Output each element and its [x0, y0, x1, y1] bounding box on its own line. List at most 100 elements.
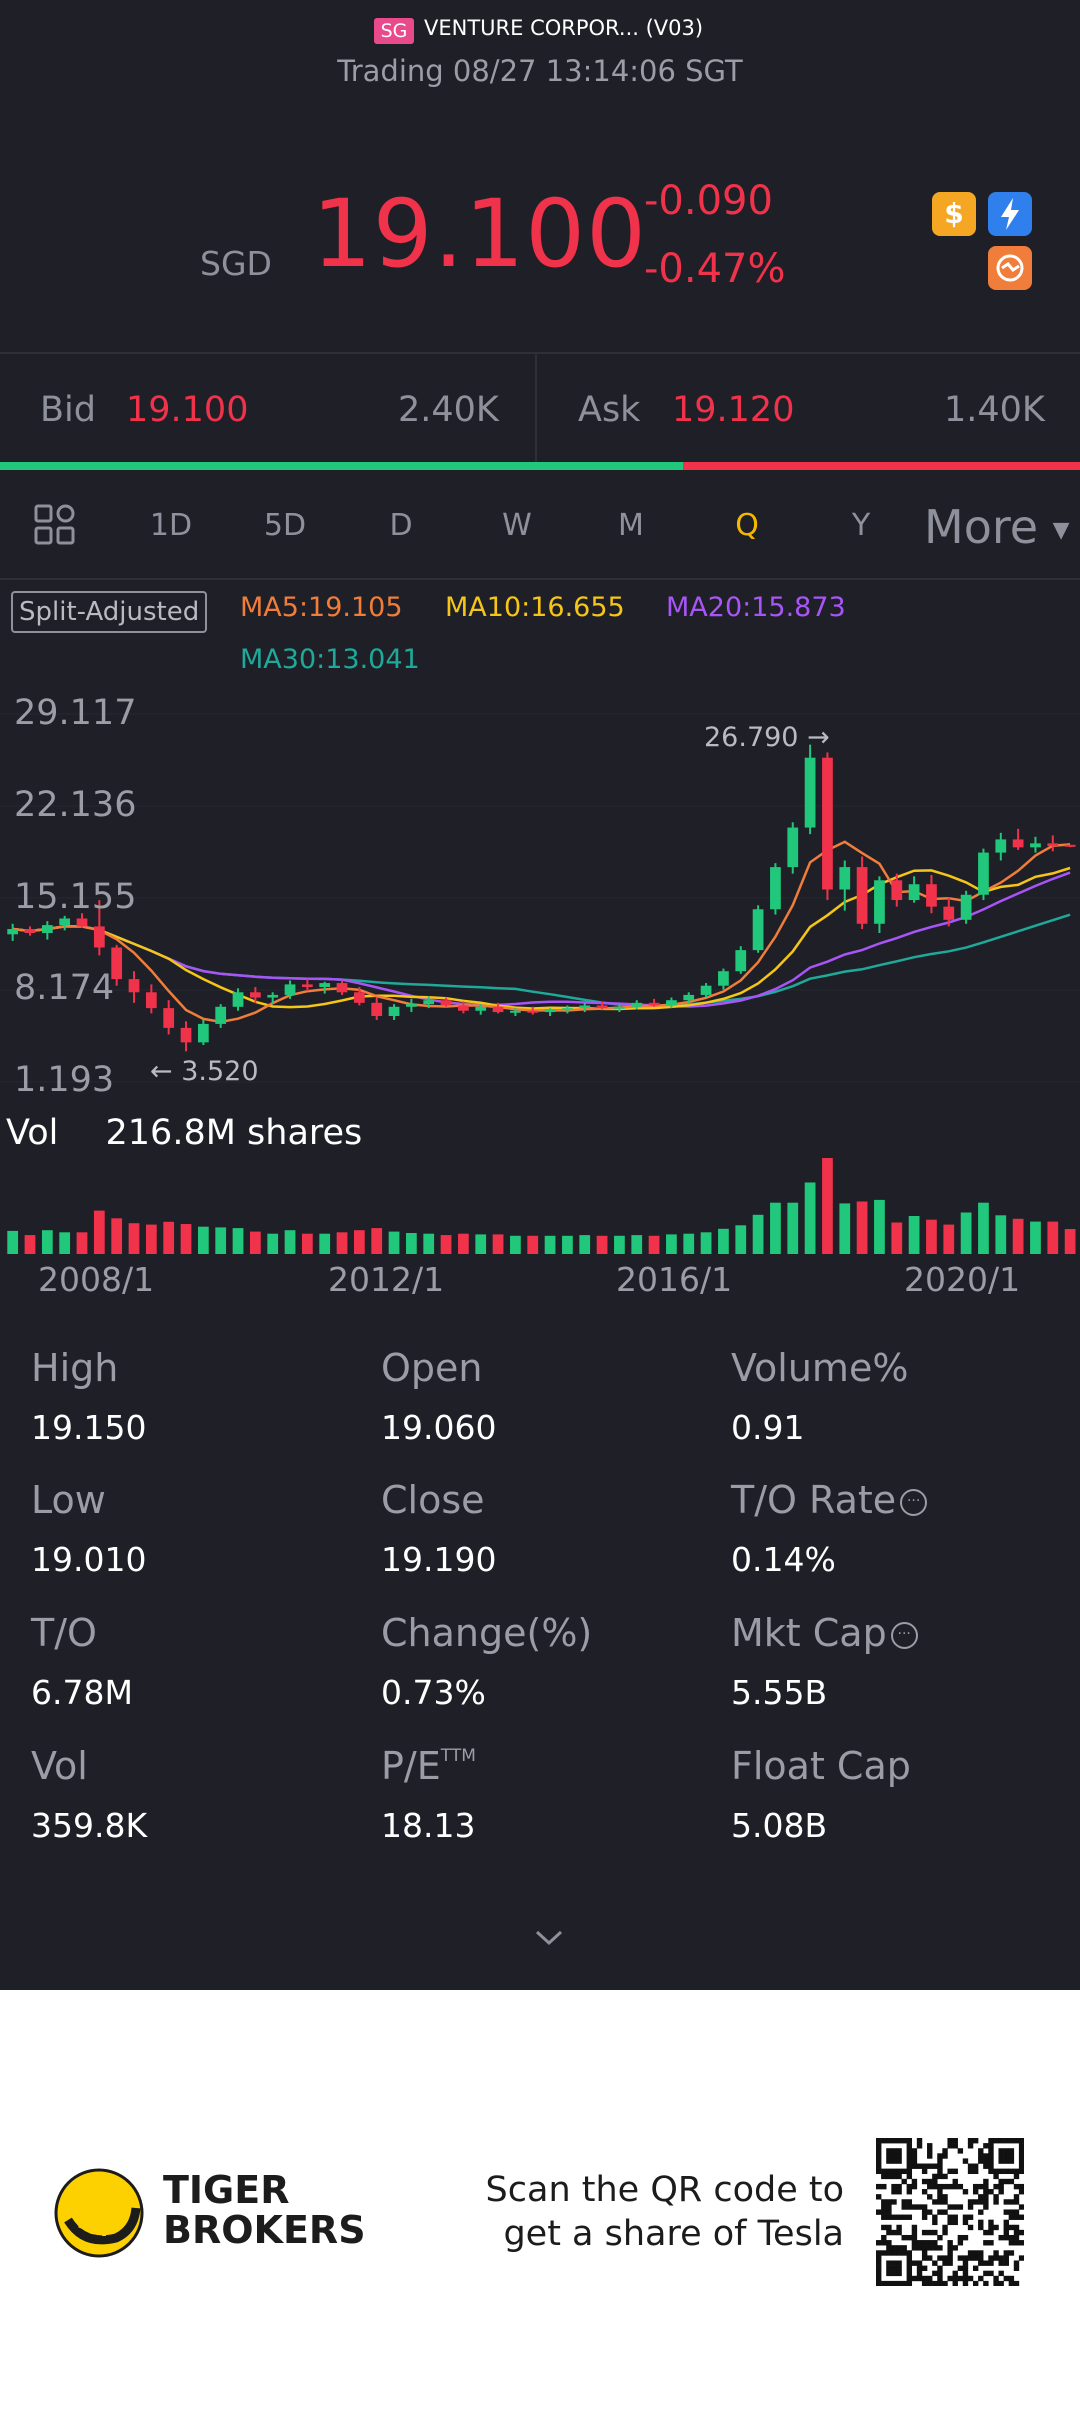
qr-module	[1008, 2199, 1015, 2205]
qr-module	[978, 2219, 984, 2226]
volume-title: Vol 216.8M shares	[6, 1113, 362, 1153]
stat-value-close: 19.190	[381, 1540, 497, 1579]
qr-module	[906, 2189, 913, 2195]
tab-w[interactable]: W	[502, 508, 532, 543]
bid-volume-bar	[0, 462, 683, 470]
qr-module	[921, 2275, 928, 2282]
stat-label-close: Close	[381, 1478, 485, 1522]
candle	[249, 987, 261, 1003]
qr-module	[1008, 2275, 1015, 2282]
tab-d[interactable]: D	[389, 508, 413, 543]
more-periods-button[interactable]: More ▼	[924, 500, 1070, 554]
qr-module	[988, 2148, 994, 2154]
qr-module	[998, 2234, 1004, 2241]
volume-bar	[354, 1230, 365, 1254]
qr-module	[962, 2255, 969, 2261]
info-icon[interactable]: ···	[900, 1489, 928, 1516]
qr-module	[896, 2189, 902, 2195]
expand-chevron-icon[interactable]	[533, 1928, 565, 1952]
candle-body	[804, 757, 816, 828]
qr-module	[952, 2275, 958, 2282]
qr-module	[937, 2275, 943, 2282]
dollar-icon[interactable]: $	[932, 192, 976, 236]
volume-bar	[319, 1233, 331, 1254]
qr-module	[998, 2270, 1004, 2277]
qr-module	[1003, 2234, 1009, 2241]
qr-module	[906, 2255, 913, 2261]
tab-q[interactable]: Q	[735, 508, 759, 543]
candle-body	[960, 894, 972, 920]
volume-bar	[648, 1235, 660, 1254]
qr-module	[937, 2270, 943, 2277]
qr-module	[906, 2234, 913, 2241]
volume-bar	[735, 1225, 747, 1254]
qr-module	[1013, 2214, 1020, 2220]
ma10-line	[12, 866, 1071, 1011]
qr-module	[906, 2204, 913, 2210]
qr-module	[906, 2250, 913, 2256]
qr-module	[962, 2214, 969, 2220]
qr-module	[947, 2260, 953, 2266]
ma10-label: MA10:16.655	[445, 592, 625, 623]
qr-module	[1008, 2209, 1015, 2215]
qr-module	[962, 2219, 969, 2226]
qr-module	[891, 2229, 897, 2236]
qr-module	[906, 2275, 913, 2282]
candle-body	[579, 1005, 591, 1009]
candle	[666, 997, 677, 1009]
volume-bar	[24, 1235, 36, 1254]
volume-bar	[1030, 1221, 1041, 1254]
tab-1d[interactable]: 1D	[149, 508, 193, 543]
candle	[683, 992, 695, 1005]
qr-module	[916, 2240, 923, 2246]
volume-bar	[128, 1223, 140, 1254]
qr-module	[932, 2219, 938, 2226]
split-adjusted-toggle[interactable]: Split-Adjusted	[11, 591, 208, 633]
qr-module	[998, 2168, 1004, 2175]
qr-module	[983, 2163, 989, 2169]
qr-module	[886, 2224, 892, 2231]
qr-module	[972, 2199, 979, 2205]
candle-body	[856, 867, 868, 924]
qr-module	[932, 2245, 938, 2251]
grid-layout-icon[interactable]	[34, 504, 76, 550]
qr-text-line-1: Scan the QR code to	[485, 2170, 844, 2210]
volume-chart[interactable]	[0, 1150, 1080, 1254]
qr-module	[881, 2224, 887, 2231]
qr-module	[947, 2214, 953, 2220]
qr-module	[896, 2229, 902, 2236]
qr-module	[876, 2275, 882, 2282]
candle	[527, 1006, 539, 1015]
candle-body	[59, 918, 71, 926]
qr-module	[962, 2234, 969, 2241]
flag-icon[interactable]	[988, 246, 1032, 290]
candle-body	[354, 992, 365, 1003]
qr-module	[1008, 2280, 1015, 2286]
tab-m[interactable]: M	[618, 508, 644, 543]
qr-module	[937, 2183, 943, 2190]
candle	[978, 848, 989, 901]
more-label: More	[924, 500, 1039, 554]
qr-module	[901, 2280, 907, 2286]
qr-module	[911, 2178, 918, 2185]
qr-module	[978, 2153, 984, 2159]
qr-module	[906, 2158, 913, 2164]
qr-module	[947, 2250, 953, 2256]
info-icon[interactable]: ···	[890, 1622, 918, 1649]
qr-code[interactable]	[876, 2138, 1024, 2286]
qr-module	[876, 2183, 882, 2190]
volume-bar	[475, 1234, 487, 1254]
stock-name[interactable]: VENTURE CORPOR... (V03)	[424, 16, 704, 40]
qr-module	[886, 2209, 892, 2215]
qr-module	[886, 2250, 892, 2256]
x-tick-2: 2016/1	[616, 1260, 733, 1299]
qr-module	[947, 2255, 953, 2261]
ma5-label: MA5:19.105	[240, 592, 403, 623]
lightning-icon[interactable]	[988, 192, 1032, 236]
candlestick-chart[interactable]	[0, 690, 1080, 1100]
qr-module	[1008, 2138, 1015, 2144]
tab-y[interactable]: Y	[851, 508, 871, 543]
qr-module	[901, 2214, 907, 2220]
tab-5d[interactable]: 5D	[263, 508, 307, 543]
qr-module	[911, 2204, 918, 2210]
